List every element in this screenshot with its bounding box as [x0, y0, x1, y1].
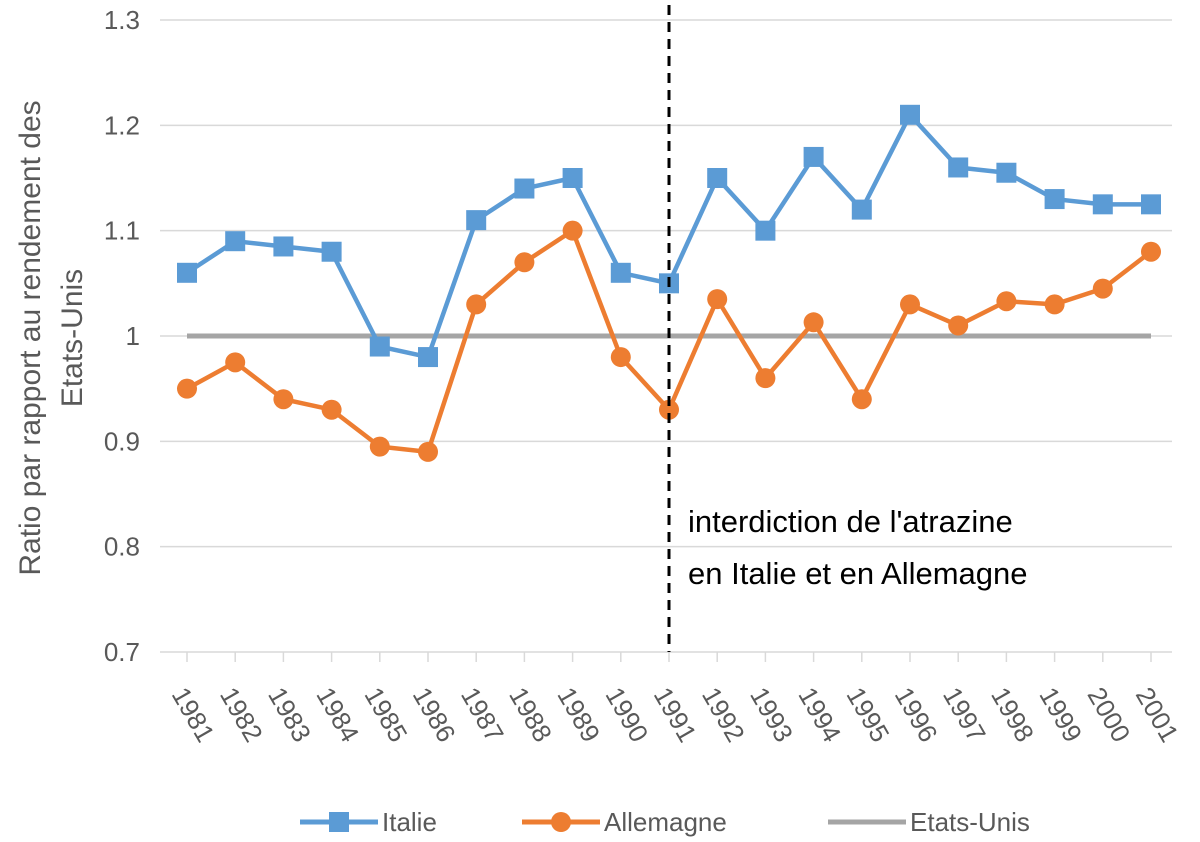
data-point-allemagne: [1141, 241, 1161, 262]
data-point-allemagne: [273, 389, 294, 410]
x-tick-label: 1981: [166, 682, 221, 747]
data-point-allemagne: [996, 291, 1017, 312]
data-point-allemagne: [1044, 294, 1065, 315]
data-point-allemagne: [1092, 278, 1113, 299]
x-tick-label: 1982: [214, 682, 269, 747]
data-point-allemagne: [659, 399, 679, 420]
data-point-italie: [514, 178, 535, 199]
data-point-allemagne: [803, 312, 824, 333]
data-point-italie: [996, 162, 1017, 183]
annotation-line-2: en Italie et en Allemagne: [688, 556, 1028, 591]
data-point-italie: [321, 241, 342, 262]
y-tick-label: 1.1: [104, 216, 140, 246]
data-point-italie: [948, 157, 969, 178]
y-tick-label: 0.9: [104, 426, 140, 456]
x-tick-label: 1986: [407, 682, 462, 747]
data-point-allemagne: [321, 399, 342, 420]
data-point-allemagne: [851, 389, 872, 410]
x-tick-label: 1995: [841, 682, 896, 747]
data-point-italie: [177, 262, 197, 283]
data-point-allemagne: [418, 441, 438, 462]
data-point-italie: [466, 210, 487, 231]
x-tick-label: 1990: [600, 682, 655, 747]
x-tick-label: 1988: [503, 682, 558, 747]
data-point-allemagne: [610, 347, 631, 368]
data-point-allemagne: [562, 220, 583, 241]
data-point-allemagne: [755, 368, 776, 389]
y-axis-ticks: 0.7 0.8 0.9 1 1.1 1.2 1.3: [104, 5, 140, 667]
x-tick-label: 1984: [310, 682, 365, 747]
y-tick-label: 0.7: [104, 637, 140, 667]
x-axis: 1981198219831984198519861987198819891990…: [160, 651, 1185, 747]
legend-marker: [551, 812, 571, 832]
x-tick-label: 1996: [889, 682, 944, 747]
x-tick-label: 1989: [551, 682, 606, 747]
x-tick-label: 2001: [1130, 682, 1185, 747]
x-tick-label: 1992: [696, 682, 751, 747]
legend-label-etats-unis: Etats-Unis: [910, 807, 1030, 837]
data-point-italie: [369, 336, 390, 357]
data-point-italie: [851, 199, 872, 220]
x-tick-label: 1993: [744, 682, 799, 747]
data-point-allemagne: [225, 352, 246, 373]
data-point-italie: [273, 236, 294, 257]
data-point-italie: [803, 146, 824, 167]
x-tick-label: 1999: [1033, 682, 1088, 747]
y-tick-label: 0.8: [104, 532, 140, 562]
data-point-allemagne: [707, 289, 728, 310]
x-tick-label: 1985: [359, 682, 414, 747]
x-tick-label: 1998: [985, 682, 1040, 747]
data-point-allemagne: [466, 294, 487, 315]
data-point-italie: [1141, 194, 1161, 215]
data-point-italie: [610, 262, 631, 283]
x-tick-label: 1997: [937, 682, 992, 747]
data-point-allemagne: [177, 378, 197, 399]
data-point-allemagne: [948, 315, 969, 336]
x-tick-label: 1991: [648, 682, 703, 747]
y-axis-title-line-1: Ratio par rapport au rendement des: [14, 100, 47, 575]
x-tick-label: 1987: [455, 682, 510, 747]
y-axis-title-line-2: Etats-Unis: [56, 269, 89, 407]
y-tick-label: 1.3: [104, 5, 140, 35]
data-point-italie: [562, 168, 583, 188]
y-tick-label: 1.2: [104, 110, 140, 140]
annotation: interdiction de l'atrazine en Italie et …: [667, 5, 1028, 652]
data-point-italie: [1092, 194, 1113, 215]
annotation-line-1: interdiction de l'atrazine: [688, 504, 1013, 539]
x-tick-label: 1983: [262, 682, 317, 747]
x-tick-label: 2000: [1082, 682, 1137, 747]
data-point-allemagne: [514, 252, 535, 273]
y-tick-label: 1: [126, 321, 140, 351]
data-point-italie: [418, 347, 438, 368]
legend-marker: [329, 812, 349, 832]
data-point-allemagne: [900, 294, 920, 315]
y-axis-title: Ratio par rapport au rendement des Etats…: [14, 100, 89, 575]
data-point-italie: [707, 168, 728, 188]
data-point-italie: [900, 104, 920, 125]
legend: Italie Allemagne Etats-Unis: [300, 807, 1030, 837]
data-point-allemagne: [369, 436, 390, 457]
data-point-italie: [1044, 189, 1065, 210]
data-point-italie: [755, 220, 776, 241]
x-tick-label: 1994: [792, 682, 847, 747]
legend-label-allemagne: Allemagne: [604, 807, 727, 837]
data-point-italie: [225, 231, 246, 252]
legend-label-italie: Italie: [382, 807, 437, 837]
